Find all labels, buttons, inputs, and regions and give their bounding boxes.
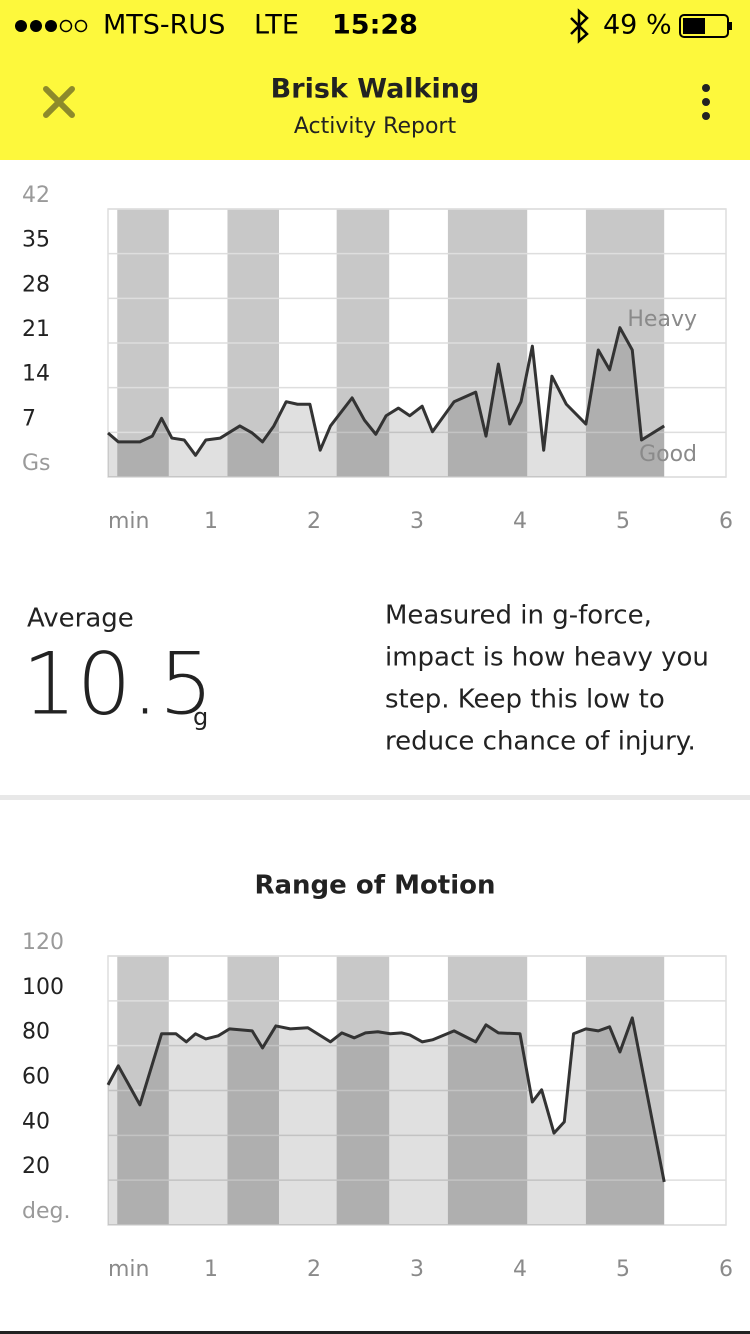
plot-border [107, 955, 727, 1226]
annotation: Heavy [627, 307, 697, 332]
y-tick-label: 120 [22, 930, 64, 955]
line [107, 326, 665, 457]
x-tick-label: 2 [307, 1257, 321, 1282]
y-tick-label: 7 [22, 406, 36, 431]
x-tick-label: 4 [513, 1257, 527, 1282]
description-line: impact is how heavy you [385, 643, 709, 673]
header-background [0, 0, 750, 160]
plot-border [107, 208, 727, 478]
description-line: Measured in g-force, [385, 601, 652, 631]
bottom-edge [0, 1331, 750, 1334]
header-subtitle: Activity Report [294, 114, 457, 139]
x-tick-label: 3 [410, 509, 424, 534]
y-tick-label: 14 [22, 362, 50, 387]
battery-level: 49 % [603, 10, 672, 41]
clock: 15:28 [332, 10, 418, 41]
y-tick-label: 40 [22, 1109, 50, 1134]
menu-button[interactable] [702, 84, 710, 120]
signal-dots [15, 19, 88, 33]
annotation: Good [639, 442, 697, 467]
x-tick-label: 6 [719, 1257, 733, 1282]
x-tick-label: 3 [410, 1257, 424, 1282]
y-tick-label: 21 [22, 317, 50, 342]
x-tick-label: min [108, 509, 150, 534]
x-tick-label: 2 [307, 509, 321, 534]
y-tick-label: 28 [22, 272, 50, 297]
network: LTE [254, 10, 299, 41]
description: Measured in g-force, impact is how heavy … [385, 601, 709, 757]
average-label: Average [27, 604, 134, 634]
y-tick-label: 100 [22, 975, 64, 1000]
description-line: step. Keep this low to [385, 685, 665, 715]
y-tick-label: 35 [22, 228, 50, 253]
chart-title: Range of Motion [254, 871, 495, 901]
y-tick-label: Gs [22, 451, 51, 476]
close-button[interactable] [43, 86, 75, 118]
average-value: 10.5 [22, 635, 213, 735]
battery-icon [679, 14, 732, 38]
bluetooth-icon [570, 8, 589, 44]
x-tick-label: 1 [204, 1257, 218, 1282]
y-tick-label: 60 [22, 1065, 50, 1090]
y-tick-label: 20 [22, 1154, 50, 1179]
x-tick-label: 5 [616, 1257, 630, 1282]
carrier: MTS-RUS [103, 10, 225, 41]
x-tick-label: 6 [719, 509, 733, 534]
section-divider [0, 795, 750, 800]
y-tick-label: 80 [22, 1020, 50, 1045]
y-tick-label: 42 [22, 183, 50, 208]
area [108, 327, 665, 477]
x-tick-label: min [108, 1257, 150, 1282]
header-title: Brisk Walking [271, 74, 480, 105]
x-tick-label: 4 [513, 509, 527, 534]
line [106, 1016, 666, 1183]
area [108, 1017, 665, 1225]
x-tick-label: 1 [204, 509, 218, 534]
y-tick-label: deg. [22, 1199, 70, 1224]
average-unit: g [193, 703, 208, 731]
x-tick-label: 5 [616, 509, 630, 534]
description-line: reduce chance of injury. [385, 727, 696, 757]
